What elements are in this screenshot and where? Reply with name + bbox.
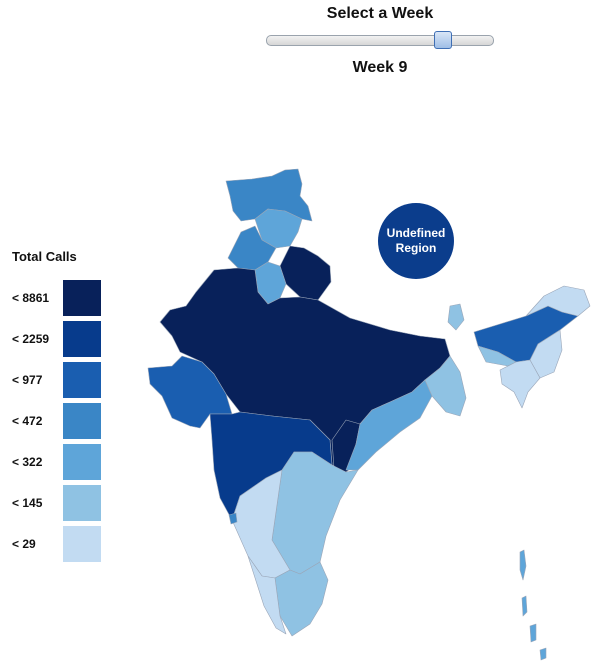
legend-item: < 977 xyxy=(12,362,112,398)
week-slider-track[interactable] xyxy=(266,35,494,46)
legend-swatch xyxy=(63,403,101,439)
legend-swatch xyxy=(63,280,101,316)
legend-label: < 977 xyxy=(12,373,43,387)
undefined-region-label: Undefined Region xyxy=(386,226,446,255)
slider-title: Select a Week xyxy=(326,5,434,22)
legend-item: < 145 xyxy=(12,485,112,521)
region-tripura-mizoram[interactable] xyxy=(499,359,541,409)
legend-swatch xyxy=(63,321,101,357)
legend-swatch xyxy=(63,362,101,398)
region-uttarakhand[interactable] xyxy=(279,245,332,301)
legend-item: < 472 xyxy=(12,403,112,439)
region-west-bengal[interactable] xyxy=(424,355,467,417)
region-jammu-kashmir[interactable] xyxy=(225,168,313,222)
week-slider-handle[interactable] xyxy=(434,31,452,49)
region-arunachal[interactable] xyxy=(525,285,591,317)
region-odisha[interactable] xyxy=(345,379,433,471)
legend-label: < 472 xyxy=(12,414,43,428)
legend-label: < 29 xyxy=(12,537,36,551)
legend-item: < 2259 xyxy=(12,321,112,357)
legend-label: < 2259 xyxy=(12,332,50,346)
region-kerala[interactable] xyxy=(247,555,287,635)
region-sikkim[interactable] xyxy=(447,303,465,331)
legend-item: < 29 xyxy=(12,526,112,562)
region-tamil-nadu[interactable] xyxy=(274,561,329,637)
region-goa[interactable] xyxy=(228,512,238,525)
legend-item: < 8861 xyxy=(12,280,112,316)
legend-swatch xyxy=(63,485,101,521)
legend-swatch xyxy=(63,526,101,562)
undefined-region-bubble[interactable]: Undefined Region xyxy=(378,203,454,279)
region-andaman-islands[interactable] xyxy=(519,549,547,661)
legend-title: Total Calls xyxy=(12,249,77,264)
legend-label: < 145 xyxy=(12,496,43,510)
legend-item: < 322 xyxy=(12,444,112,480)
legend-swatch xyxy=(63,444,101,480)
selected-week-label: Week 9 xyxy=(352,59,408,76)
legend-label: < 322 xyxy=(12,455,43,469)
legend-label: < 8861 xyxy=(12,291,50,305)
